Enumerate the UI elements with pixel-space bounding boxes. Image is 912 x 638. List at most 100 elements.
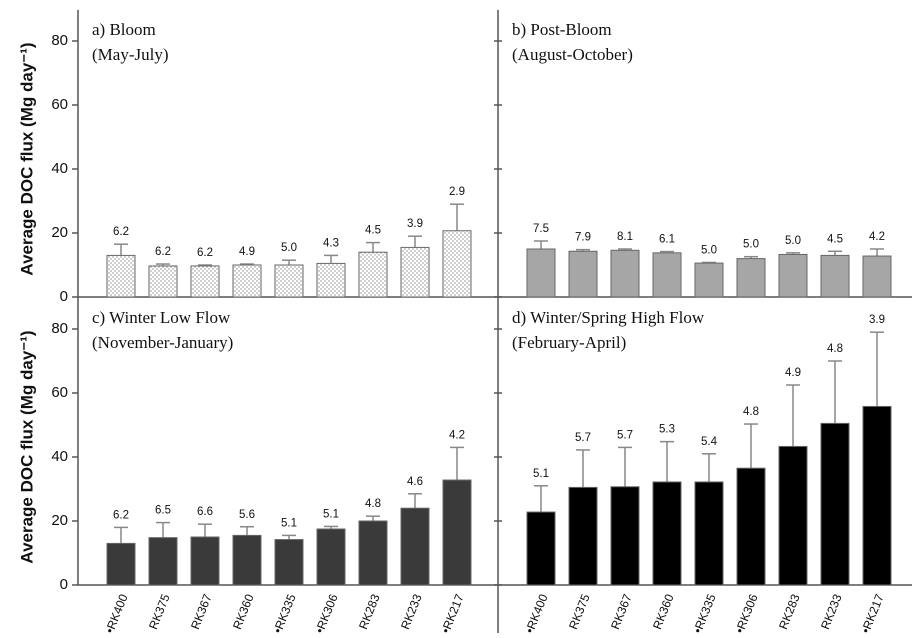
bar-label: 6.2 xyxy=(197,247,213,259)
bar xyxy=(148,265,178,298)
bar xyxy=(778,445,808,586)
bar xyxy=(610,486,640,586)
bar xyxy=(274,264,304,298)
bar-label: 3.9 xyxy=(407,218,423,230)
y-tick-label: 0 xyxy=(60,288,68,305)
x-tick-label: RK360 xyxy=(230,592,257,632)
bar-label: 5.1 xyxy=(323,508,339,520)
bar-label: 4.9 xyxy=(785,367,801,379)
bar-label: 4.9 xyxy=(239,246,255,258)
panel-subtitle: (August-October) xyxy=(512,45,633,64)
bar-label: 2.9 xyxy=(449,186,465,198)
bar xyxy=(610,249,640,298)
bar-label: 6.2 xyxy=(113,226,129,238)
bar xyxy=(652,252,682,298)
y-tick-label: 60 xyxy=(51,96,68,113)
bar xyxy=(274,539,304,586)
x-tick-label: RK375 xyxy=(566,592,593,632)
bar xyxy=(358,520,388,586)
bar xyxy=(232,264,262,298)
bar xyxy=(400,246,430,298)
bar-label: 7.5 xyxy=(533,223,549,235)
y-tick-label: 40 xyxy=(51,160,68,177)
x-tick-label: RK283 xyxy=(356,592,383,632)
bar xyxy=(190,265,220,298)
panel-title: d) Winter/Spring High Flow xyxy=(512,308,705,327)
x-tick-label: •RK335 xyxy=(270,592,298,633)
bar xyxy=(526,511,556,586)
panel-title: c) Winter Low Flow xyxy=(92,308,231,327)
x-tick-label: •RK217 xyxy=(858,592,886,633)
bar xyxy=(232,534,262,586)
panel-subtitle: (May-July) xyxy=(92,45,168,64)
bar-label: 4.8 xyxy=(827,343,843,355)
bar-label: 5.0 xyxy=(281,242,297,254)
bar-label: 6.5 xyxy=(155,505,171,517)
x-tick-label: •RK306 xyxy=(732,592,760,633)
bar xyxy=(358,251,388,298)
x-tick-label: RK233 xyxy=(818,592,845,632)
x-tick-label: RK283 xyxy=(776,592,803,632)
bar-label: 5.0 xyxy=(743,239,759,251)
bar xyxy=(694,481,724,586)
x-tick-label: •RK400 xyxy=(522,592,550,633)
bar xyxy=(526,248,556,298)
panel-title: b) Post-Bloom xyxy=(512,20,612,39)
bar xyxy=(106,254,136,298)
bar xyxy=(400,507,430,586)
bar-label: 6.6 xyxy=(197,506,213,518)
bar-label: 5.0 xyxy=(785,235,801,247)
bar-label: 4.8 xyxy=(743,406,759,418)
panel-subtitle: (November-January) xyxy=(92,333,233,352)
bar xyxy=(148,537,178,586)
bar-label: 7.9 xyxy=(575,232,591,244)
bar xyxy=(568,486,598,586)
bar-label: 5.7 xyxy=(617,429,633,441)
bar-label: 6.1 xyxy=(659,234,675,246)
bar xyxy=(316,528,346,586)
bar xyxy=(568,250,598,298)
x-tick-label: RK233 xyxy=(398,592,425,632)
bar xyxy=(652,481,682,586)
bar-label: 6.2 xyxy=(113,509,129,521)
bar xyxy=(316,262,346,298)
y-tick-label: 20 xyxy=(51,224,68,241)
x-tick-label: RK360 xyxy=(650,592,677,632)
bar-label: 6.2 xyxy=(155,246,171,258)
bar xyxy=(862,405,892,586)
bar xyxy=(442,230,472,298)
y-tick-label: 80 xyxy=(51,32,68,49)
bar-label: 5.6 xyxy=(239,509,255,521)
bar-label: 5.3 xyxy=(659,424,675,436)
bar xyxy=(736,467,766,586)
x-tick-label: •RK306 xyxy=(312,592,340,633)
y-tick-label: 60 xyxy=(51,384,68,401)
x-tick-label: RK367 xyxy=(188,592,215,632)
bar-label: 4.5 xyxy=(827,233,843,245)
bar-label: 5.0 xyxy=(701,244,717,256)
bar xyxy=(736,258,766,298)
bar-label: 4.2 xyxy=(869,231,885,243)
bar-label: 4.6 xyxy=(407,476,423,488)
bar xyxy=(442,479,472,586)
bar xyxy=(106,542,136,586)
x-tick-label: •RK335 xyxy=(690,592,718,633)
y-axis-label: Average DOC flux (Mg day⁻¹) xyxy=(17,42,36,275)
panel-subtitle: (February-April) xyxy=(512,333,626,352)
bar-label: 4.3 xyxy=(323,237,339,249)
bar-label: 4.2 xyxy=(449,429,465,441)
bar xyxy=(862,255,892,298)
y-tick-label: 80 xyxy=(51,320,68,337)
x-tick-label: RK375 xyxy=(146,592,173,632)
bar-label: 8.1 xyxy=(617,231,633,243)
bar xyxy=(694,262,724,298)
x-tick-label: •RK217 xyxy=(438,592,466,633)
y-tick-label: 40 xyxy=(51,448,68,465)
bar xyxy=(820,422,850,586)
bar-label: 4.8 xyxy=(365,498,381,510)
bar xyxy=(778,253,808,298)
bar-label: 4.5 xyxy=(365,225,381,237)
y-axis-label: Average DOC flux (Mg day⁻¹) xyxy=(17,330,36,563)
bar-label: 5.1 xyxy=(281,517,297,529)
